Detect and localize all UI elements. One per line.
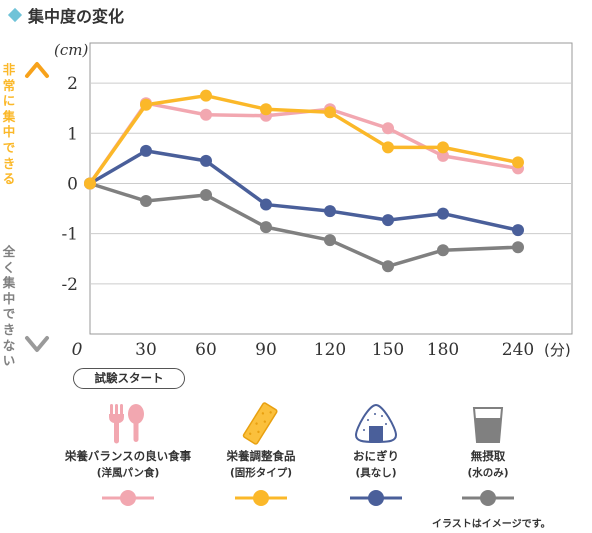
legend-item-rice-ball: おにぎり (具なし): [306, 400, 446, 507]
x-tick-label: 30: [135, 340, 157, 360]
chart-title: 集中度の変化: [6, 3, 124, 27]
data-point: [140, 144, 152, 157]
fork-spoon-icon: [58, 400, 198, 446]
water-glass-icon: [418, 400, 558, 446]
series-line: [88, 93, 520, 186]
nutrition-bar-icon: [191, 400, 331, 446]
data-point: [437, 149, 449, 162]
x-tick-label: 90: [255, 340, 277, 360]
data-point: [382, 260, 394, 273]
legend-sub: (洋風パン食): [96, 467, 160, 479]
data-point: [512, 156, 524, 169]
series-line: [88, 149, 520, 232]
concentration-arrow: [25, 62, 49, 352]
data-point: [324, 106, 336, 119]
series-line: [88, 101, 520, 186]
x-tick-label: 0: [72, 340, 83, 360]
legend-marker-yellow: [191, 489, 331, 507]
y-axis-label: (cm): [54, 41, 88, 59]
data-point: [260, 198, 272, 211]
legend-marker-pink: [58, 489, 198, 507]
legend-sub: (固形タイプ): [229, 467, 293, 479]
data-point: [382, 141, 394, 154]
data-point: [437, 207, 449, 220]
legend-item-balanced-meal: 栄養バランスの良い食事 (洋風パン食): [58, 400, 198, 507]
legend-sub: (具なし): [355, 467, 397, 479]
x-axis-label: (分): [544, 341, 571, 359]
data-point: [324, 234, 336, 247]
data-point: [437, 141, 449, 154]
x-tick-label: 180: [427, 340, 459, 360]
x-tick-label: 120: [314, 340, 346, 360]
data-point: [382, 122, 394, 135]
data-point: [200, 189, 212, 202]
data-point: [140, 195, 152, 208]
y-tick-label: -1: [61, 225, 78, 245]
data-point: [512, 241, 524, 254]
legend-item-nutrition-bar: 栄養調整食品 (固形タイプ): [191, 400, 331, 507]
y-tick-label: -2: [61, 275, 78, 295]
data-point: [382, 214, 394, 227]
legend-marker-gray: [418, 489, 558, 507]
data-point: [84, 177, 96, 190]
rice-ball-icon: [306, 400, 446, 446]
data-point: [200, 154, 212, 167]
data-point: [324, 205, 336, 218]
x-tick-label: 60: [195, 340, 217, 360]
data-point: [260, 103, 272, 116]
data-point: [260, 221, 272, 234]
legend-name: 栄養バランスの良い食事: [64, 449, 192, 463]
data-point: [200, 108, 212, 121]
data-point: [200, 89, 212, 102]
data-point: [512, 224, 524, 237]
legend-name: おにぎり: [353, 449, 399, 463]
legend-item-water-only: 無摂取 (水のみ): [418, 400, 558, 507]
legend-name: 無摂取: [470, 449, 506, 463]
data-point: [437, 244, 449, 257]
legend-marker-navy: [306, 489, 446, 507]
y-tick-label: 2: [67, 74, 78, 94]
series-line: [88, 181, 520, 269]
legend-name: 栄養調整食品: [226, 449, 296, 463]
y-axis-bottom-label: 全く集中できない: [2, 244, 16, 369]
data-point: [140, 98, 152, 111]
image-note: イラストはイメージです。: [432, 519, 551, 530]
y-tick-label: 0: [67, 174, 78, 194]
y-axis-top-label: 非常に集中できる: [2, 62, 16, 187]
start-badge: 試験スタート: [73, 368, 185, 389]
x-tick-label: 240: [502, 340, 534, 360]
legend-sub: (水のみ): [467, 467, 509, 479]
title-text: 集中度の変化: [28, 7, 125, 26]
x-tick-label: 150: [372, 340, 404, 360]
plot-frame: [89, 42, 573, 335]
y-tick-label: 1: [67, 124, 78, 144]
